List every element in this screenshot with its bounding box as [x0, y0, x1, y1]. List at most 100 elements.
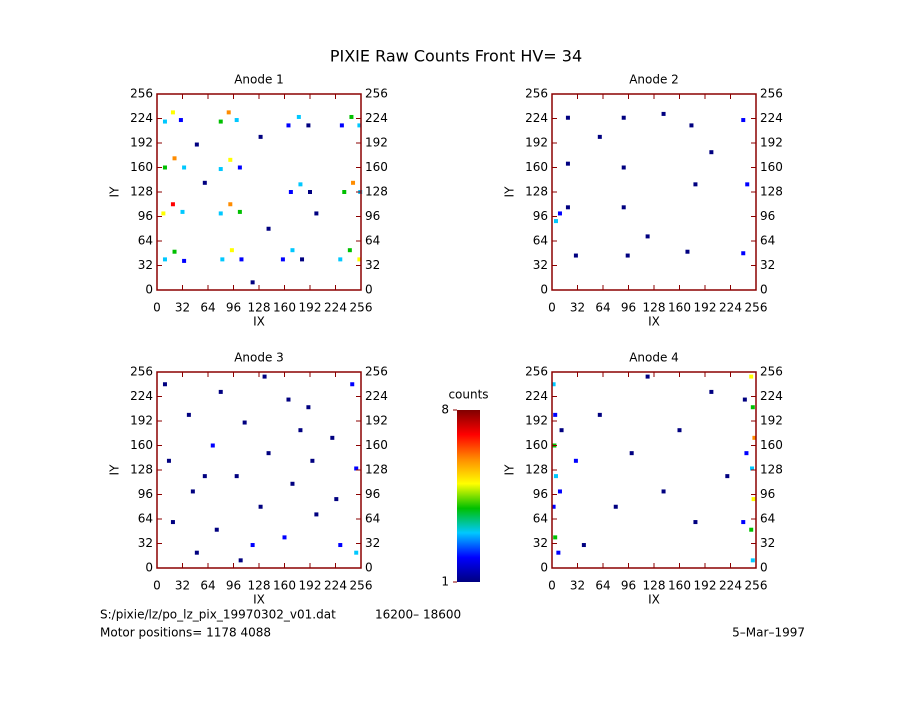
count-pixel [162, 257, 167, 262]
panel-title: Anode 3 [234, 351, 284, 365]
count-pixel [689, 123, 694, 128]
count-pixel [161, 211, 166, 216]
y-tick-label: 192 [525, 414, 548, 428]
record-range: 16200– 18600 [375, 608, 461, 622]
count-pixel [242, 420, 247, 425]
count-pixel [334, 497, 339, 502]
count-pixel [557, 489, 562, 494]
count-pixel [180, 209, 185, 214]
y-axis-label: IY [503, 464, 517, 476]
x-tick-label: 0 [153, 579, 161, 593]
y-tick-label: 0 [540, 283, 548, 297]
y-tick-label: 96 [138, 487, 153, 501]
count-pixel [182, 165, 187, 170]
date: 5–Mar–1997 [732, 626, 805, 640]
count-pixel [693, 520, 698, 525]
plot-frame [156, 371, 362, 569]
x-tick-label: 96 [621, 579, 636, 593]
y-tick-label: 0 [365, 283, 373, 297]
x-tick-label: 160 [273, 301, 296, 315]
count-pixel [342, 190, 347, 194]
count-pixel [597, 412, 602, 417]
y-tick-label: 160 [525, 160, 548, 174]
y-tick-label: 160 [365, 160, 388, 174]
x-axis-label: IX [648, 315, 660, 329]
y-tick-label: 64 [365, 512, 380, 526]
count-pixel [621, 205, 626, 210]
count-pixel [237, 165, 242, 170]
count-pixel [357, 123, 362, 128]
count-pixel [565, 205, 570, 210]
y-tick-label: 256 [130, 87, 153, 101]
x-tick-label: 192 [694, 301, 717, 315]
y-tick-label: 96 [533, 209, 548, 223]
count-pixel [314, 512, 319, 517]
plot-frame [156, 93, 362, 291]
count-pixel [751, 497, 756, 502]
y-tick-label: 256 [525, 87, 548, 101]
count-pixel [351, 180, 356, 185]
file-name: S:/pixie/lz/po_lz_pix_19970302_v01.dat [100, 608, 336, 622]
x-tick-label: 224 [324, 301, 347, 315]
y-tick-label: 160 [760, 160, 783, 174]
x-axis-label: IX [253, 593, 265, 607]
y-tick-label: 192 [365, 414, 388, 428]
count-pixel [559, 428, 564, 433]
count-pixel [280, 257, 285, 262]
count-pixel [262, 374, 267, 379]
y-tick-label: 32 [533, 258, 548, 272]
y-tick-label: 256 [525, 365, 548, 379]
count-pixel [172, 156, 177, 161]
count-pixel [250, 543, 255, 548]
count-pixel [194, 550, 199, 555]
x-tick-label: 192 [299, 579, 322, 593]
y-tick-label: 64 [533, 512, 548, 526]
y-tick-label: 32 [138, 536, 153, 550]
count-pixel [258, 134, 263, 139]
count-pixel [741, 251, 746, 256]
count-pixel [350, 382, 355, 387]
count-pixel [347, 248, 352, 253]
count-pixel [290, 481, 295, 486]
count-pixel [194, 142, 199, 147]
x-tick-label: 96 [226, 579, 241, 593]
x-tick-label: 160 [668, 579, 691, 593]
y-tick-label: 224 [525, 389, 548, 403]
y-tick-label: 96 [533, 487, 548, 501]
y-tick-label: 0 [365, 561, 373, 575]
x-tick-label: 224 [719, 579, 742, 593]
y-tick-label: 192 [760, 414, 783, 428]
y-tick-label: 128 [525, 463, 548, 477]
x-tick-label: 0 [153, 301, 161, 315]
count-pixel [677, 428, 682, 433]
y-tick-label: 0 [760, 561, 768, 575]
count-pixel [741, 520, 746, 525]
count-pixel [553, 474, 558, 479]
count-pixel [741, 118, 746, 123]
count-pixel [750, 558, 755, 563]
count-pixel [339, 123, 344, 128]
count-pixel [186, 412, 191, 417]
count-pixel [218, 211, 223, 216]
count-pixel [300, 257, 305, 262]
count-pixel [661, 111, 666, 116]
x-tick-label: 256 [350, 301, 373, 315]
y-tick-label: 64 [760, 234, 775, 248]
count-pixel [220, 257, 225, 262]
count-pixel [354, 466, 359, 471]
count-pixel [338, 257, 343, 262]
x-tick-label: 0 [548, 579, 556, 593]
y-tick-label: 224 [760, 111, 783, 125]
count-pixel [298, 182, 303, 187]
x-axis-label: IX [253, 315, 265, 329]
count-pixel [645, 374, 650, 379]
count-pixel [354, 550, 359, 555]
count-pixel [556, 550, 561, 555]
count-pixel [288, 190, 293, 194]
x-tick-label: 256 [745, 301, 768, 315]
y-tick-label: 128 [525, 185, 548, 199]
count-pixel [290, 248, 295, 253]
count-pixel [310, 458, 315, 463]
y-tick-label: 32 [760, 258, 775, 272]
